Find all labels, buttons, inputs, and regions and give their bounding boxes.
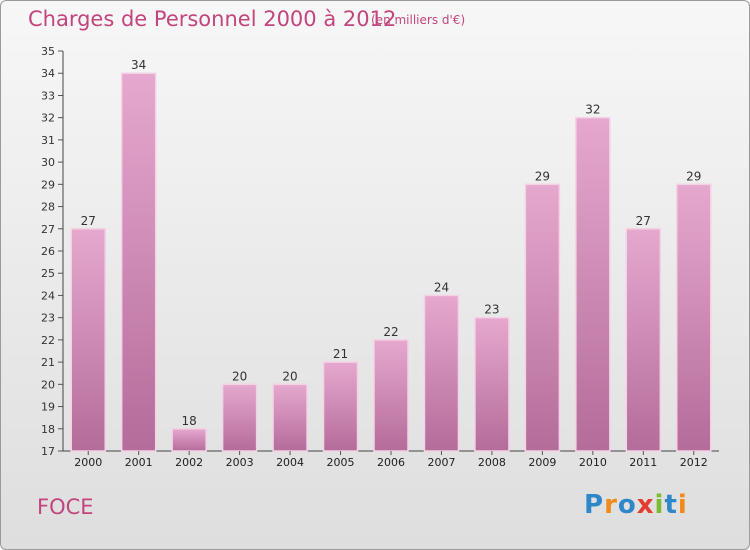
x-tick-label: 2003 [226,456,254,469]
y-tick-label: 20 [41,378,55,391]
bar [171,428,207,452]
y-tick-label: 33 [41,89,55,102]
bar [575,116,611,452]
data-label: 27 [636,214,651,228]
data-label: 29 [535,169,550,183]
x-tick-label: 2005 [327,456,355,469]
data-label: 20 [232,369,247,383]
bar [423,294,460,452]
data-label: 24 [434,280,449,294]
bar [120,72,157,452]
y-tick-label: 26 [41,245,55,258]
y-tick-label: 18 [41,423,55,436]
y-tick-label: 23 [41,312,55,325]
data-label: 21 [333,347,348,361]
x-tick-label: 2002 [175,456,203,469]
logo-letter: i [677,490,688,520]
x-tick-label: 2006 [377,456,405,469]
logo-letter: x [636,490,655,520]
y-tick-label: 29 [41,178,55,191]
chart-title: Charges de Personnel 2000 à 2012 [28,7,397,31]
y-tick-label: 35 [41,45,55,58]
bar [272,383,308,452]
y-tick-label: 28 [41,201,55,214]
y-tick-label: 24 [41,289,55,302]
data-label: 34 [131,58,146,72]
x-tick-label: 2007 [427,456,455,469]
x-tick-label: 2010 [579,456,607,469]
proxiti-logo: Proxiti [584,490,688,520]
bar [524,183,561,452]
x-tick-label: 2000 [74,456,102,469]
x-tick-label: 2012 [680,456,708,469]
data-label: 18 [182,414,197,428]
data-label: 20 [282,369,297,383]
y-tick-label: 34 [41,67,55,80]
data-label: 22 [383,325,398,339]
bar [474,316,510,452]
chart-subtitle: (en milliers d'€) [371,13,466,27]
x-tick-label: 2011 [629,456,657,469]
y-tick-label: 21 [41,356,55,369]
commune-name: FOCE [37,495,94,519]
bar [676,183,712,452]
bar [322,361,359,452]
y-tick-label: 32 [41,112,55,125]
y-tick-label: 27 [41,223,55,236]
y-tick-label: 25 [41,267,55,280]
x-tick-label: 2001 [125,456,153,469]
y-tick-label: 30 [41,156,55,169]
bar [221,383,258,452]
data-label: 29 [686,169,701,183]
data-label: 32 [585,103,600,117]
logo-letter: P [584,490,605,520]
x-tick-label: 2009 [528,456,556,469]
x-tick-label: 2004 [276,456,304,469]
logo-letter: t [664,490,678,520]
bar [373,339,409,452]
y-tick-label: 22 [41,334,55,347]
data-label: 27 [81,214,96,228]
x-tick-label: 2008 [478,456,506,469]
bar [625,228,662,452]
y-tick-label: 19 [41,401,55,414]
y-tick-label: 31 [41,134,55,147]
bar [70,228,106,452]
data-label: 23 [484,303,499,317]
logo-letter: i [654,490,665,520]
logo-letter: r [604,490,618,520]
logo-letter: o [617,490,637,520]
y-tick-label: 17 [41,445,55,458]
